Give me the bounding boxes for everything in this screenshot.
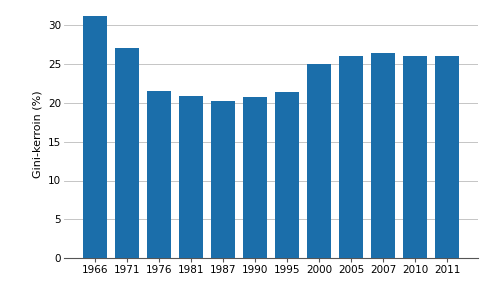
- Bar: [243, 97, 267, 258]
- Bar: [179, 95, 203, 258]
- Bar: [403, 56, 427, 258]
- Bar: [147, 91, 171, 258]
- Bar: [83, 16, 107, 258]
- Bar: [371, 53, 395, 258]
- Bar: [307, 64, 331, 258]
- Bar: [115, 48, 139, 258]
- Bar: [339, 56, 363, 258]
- Bar: [211, 101, 235, 258]
- Y-axis label: Gini-kerroin (%): Gini-kerroin (%): [33, 90, 42, 178]
- Bar: [275, 92, 299, 258]
- Bar: [435, 56, 459, 258]
